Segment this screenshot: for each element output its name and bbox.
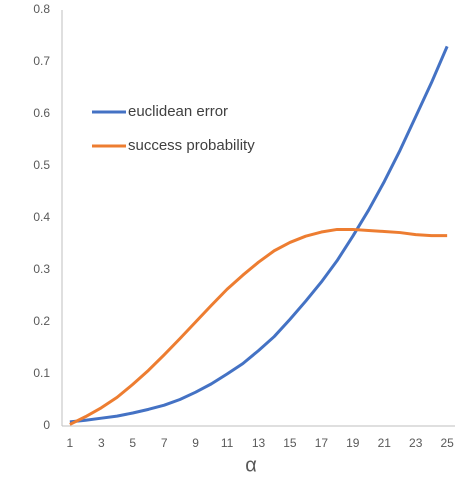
y-tick-label: 0.2 — [33, 314, 50, 328]
x-tick-label: 15 — [283, 436, 297, 450]
y-tick-label: 0 — [43, 418, 50, 432]
x-tick-label: 25 — [440, 436, 454, 450]
legend-label: euclidean error — [128, 103, 228, 120]
x-tick-label: 11 — [221, 436, 234, 450]
series-line — [69, 45, 449, 424]
y-tick-label: 0.6 — [33, 106, 50, 120]
y-tick-label: 0.7 — [33, 54, 50, 68]
x-tick-label: 1 — [67, 436, 74, 450]
x-tick-label: 3 — [98, 436, 105, 450]
legend-label: success probability — [128, 137, 255, 154]
y-tick-label: 0.5 — [33, 158, 50, 172]
x-tick-label: 5 — [129, 436, 136, 450]
y-tick-label: 0.1 — [33, 366, 50, 380]
x-tick-label: 21 — [378, 436, 392, 450]
y-tick-label: 0.3 — [33, 262, 50, 276]
x-tick-label: 19 — [346, 436, 360, 450]
x-axis-label: α — [245, 454, 257, 476]
x-tick-label: 17 — [315, 436, 329, 450]
series-line — [69, 227, 448, 426]
x-tick-label: 9 — [192, 436, 199, 450]
y-tick-label: 0.8 — [33, 2, 50, 16]
x-tick-label: 13 — [252, 436, 266, 450]
x-tick-label: 7 — [161, 436, 168, 450]
x-tick-label: 23 — [409, 436, 423, 450]
y-tick-label: 0.4 — [33, 210, 50, 224]
